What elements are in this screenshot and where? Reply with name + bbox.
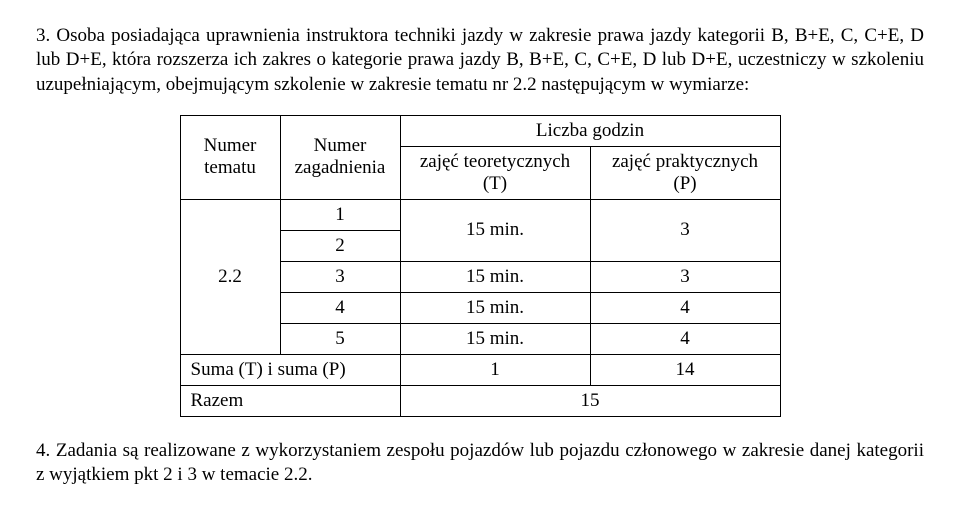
table-sum-row: Suma (T) i suma (P) 1 14 — [180, 354, 780, 385]
header-liczba-godzin: Liczba godzin — [400, 115, 780, 146]
cell-zag: 4 — [280, 292, 400, 323]
table-razem-row: Razem 15 — [180, 385, 780, 416]
cell-p: 3 — [590, 261, 780, 292]
header-praktycznych: zajęć praktycznych (P) — [590, 146, 780, 199]
cell-t: 15 min. — [400, 261, 590, 292]
table-header-row-1: Numer tematu Numer zagadnienia Liczba go… — [180, 115, 780, 146]
hours-table: Numer tematu Numer zagadnienia Liczba go… — [180, 115, 781, 417]
paragraph-4: 4. Zadania są realizowane z wykorzystani… — [36, 439, 924, 488]
cell-p: 3 — [590, 199, 780, 261]
cell-zag: 3 — [280, 261, 400, 292]
cell-sum-p: 14 — [590, 354, 780, 385]
cell-razem-val: 15 — [400, 385, 780, 416]
table-row: 2.2 1 15 min. 3 — [180, 199, 780, 230]
cell-zag: 2 — [280, 230, 400, 261]
cell-razem-label: Razem — [180, 385, 400, 416]
cell-zag: 5 — [280, 323, 400, 354]
cell-t: 15 min. — [400, 199, 590, 261]
cell-t: 15 min. — [400, 323, 590, 354]
cell-t: 15 min. — [400, 292, 590, 323]
cell-sum-t: 1 — [400, 354, 590, 385]
cell-zag: 1 — [280, 199, 400, 230]
cell-sum-label: Suma (T) i suma (P) — [180, 354, 400, 385]
header-numer-zagadnienia: Numer zagadnienia — [280, 115, 400, 199]
header-numer-tematu: Numer tematu — [180, 115, 280, 199]
header-teoretycznych: zajęć teoretycznych (T) — [400, 146, 590, 199]
cell-topic: 2.2 — [180, 199, 280, 354]
cell-p: 4 — [590, 292, 780, 323]
paragraph-3: 3. Osoba posiadająca uprawnienia instruk… — [36, 24, 924, 97]
cell-p: 4 — [590, 323, 780, 354]
